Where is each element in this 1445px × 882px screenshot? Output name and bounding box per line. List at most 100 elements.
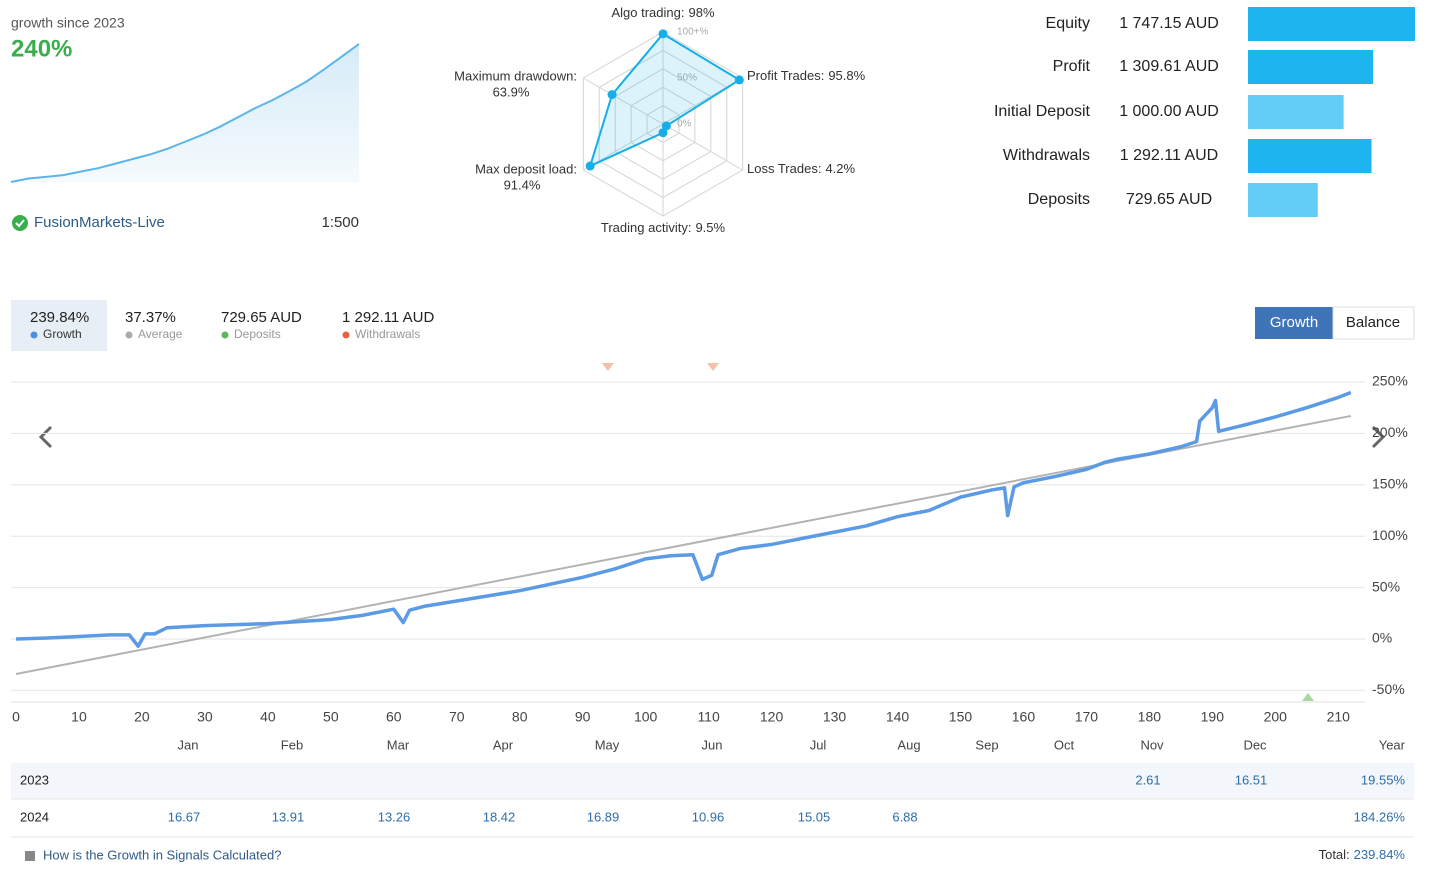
stat-bar [1248,7,1415,41]
server-link[interactable]: FusionMarkets-Live [34,214,165,231]
stat-bar [1248,183,1318,217]
radar-value-label: 4.2% [825,161,855,176]
tab-figure[interactable]: 1 292.11 AUD [342,309,434,326]
table-column-header: Feb [281,737,303,752]
table-cell: 16.51 [1235,772,1268,787]
x-tick-label: 20 [134,709,150,725]
help-link[interactable]: How is the Growth in Signals Calculated? [43,847,281,862]
x-tick-label: 120 [760,709,784,725]
x-tick-label: 200 [1264,709,1288,725]
table-cell: 16.67 [168,809,201,824]
x-tick-label: 140 [886,709,910,725]
balance-button-label[interactable]: Balance [1346,314,1400,331]
x-tick-label: 170 [1075,709,1099,725]
stat-value: 729.65 AUD [1126,191,1212,208]
x-tick-label: 150 [949,709,973,725]
stat-bar [1248,139,1372,173]
radar-point [658,29,668,39]
y-tick-label: 250% [1372,373,1408,389]
radar-label-name: Trading activity: [601,220,692,235]
table-cell: 16.89 [587,809,620,824]
verified-check [15,219,25,228]
table-column-header: Aug [897,737,920,752]
x-tick-label: 190 [1201,709,1225,725]
stat-value: 1 309.61 AUD [1119,58,1219,75]
radar-label: Profit Trades: 95.8% [747,68,866,83]
x-tick-label: 90 [575,709,591,725]
total-label: Total: [1319,847,1350,862]
next-arrow[interactable] [1371,425,1386,449]
radar-label-name: Algo trading: [611,5,684,20]
help-icon [25,851,35,861]
x-tick-label: 180 [1138,709,1162,725]
stat-label: Profit [1053,58,1091,75]
table-column-header: Jan [178,737,199,752]
radar-label-name: Profit Trades: [747,68,824,83]
table-column-header: Jun [702,737,723,752]
table-column-header: Jul [810,737,827,752]
x-tick-label: 130 [823,709,847,725]
growth-button[interactable] [1255,307,1333,339]
radar-label: Max deposit load: [475,161,577,176]
stat-value: 1 747.15 AUD [1119,15,1219,32]
table-column-header: Dec [1243,737,1267,752]
y-tick-label: -50% [1372,681,1405,697]
table-cell: 10.96 [692,809,725,824]
radar-point [585,161,595,171]
table-cell: 13.26 [378,809,411,824]
sparkline-area [11,44,359,182]
radar-point [734,75,744,85]
balance-button[interactable] [1332,306,1415,340]
tab-figure[interactable]: 37.37% [125,309,176,326]
y-tick-label: 50% [1372,578,1400,594]
total: Total: 239.84% [1319,847,1406,862]
tab-dot [125,331,133,339]
radar-value-label: 91.4% [504,177,541,192]
table-column-header: May [595,737,620,752]
x-tick-label: 100 [634,709,658,725]
tab-label[interactable]: Growth [43,327,82,341]
radar-value-label: 98% [688,5,714,20]
growth-value: 240% [11,35,72,62]
event-marker [1302,693,1315,701]
y-tick-label: 150% [1372,476,1408,492]
growth-caption: growth since 2023 [11,15,125,31]
prev-arrow[interactable] [38,425,53,449]
radar-value-label: 95.8% [828,68,865,83]
event-marker [707,363,720,371]
table-column-header: Nov [1140,737,1164,752]
radar-area [588,32,742,168]
stat-bar [1248,50,1374,84]
table-cell: 6.88 [892,809,917,824]
tab-figure[interactable]: 239.84% [30,309,89,326]
tab-dot [221,331,229,339]
y-tick-label: 200% [1372,424,1408,440]
tab-dot [30,331,38,339]
table-column-header: Year [1379,737,1406,752]
active-tab-bg[interactable] [11,300,107,351]
table-cell: 13.91 [272,809,305,824]
x-tick-label: 0 [12,709,20,725]
y-tick-label: 100% [1372,527,1408,543]
tab-label[interactable]: Deposits [234,327,281,341]
event-marker [601,363,614,371]
radar-ring-label: 0% [677,119,692,130]
x-tick-label: 40 [260,709,276,725]
stat-label: Deposits [1028,191,1090,208]
table-row-bg [11,763,1414,799]
tab-label[interactable]: Average [138,327,183,341]
stat-value: 1 000.00 AUD [1119,103,1219,120]
sparkline [10,43,360,183]
table-cell: 15.05 [798,809,831,824]
radar-label: Algo trading: 98% [611,5,714,20]
stat-label: Withdrawals [1003,147,1090,164]
tab-figure[interactable]: 729.65 AUD [221,309,302,326]
growth-button-label[interactable]: Growth [1270,314,1318,331]
y-tick-label: 0% [1372,630,1392,646]
radar-point [661,121,671,131]
tab-label[interactable]: Withdrawals [355,327,420,341]
stat-value: 1 292.11 AUD [1120,147,1218,164]
table-column-header: Apr [493,737,514,752]
radar-label: Trading activity: 9.5% [601,220,726,235]
